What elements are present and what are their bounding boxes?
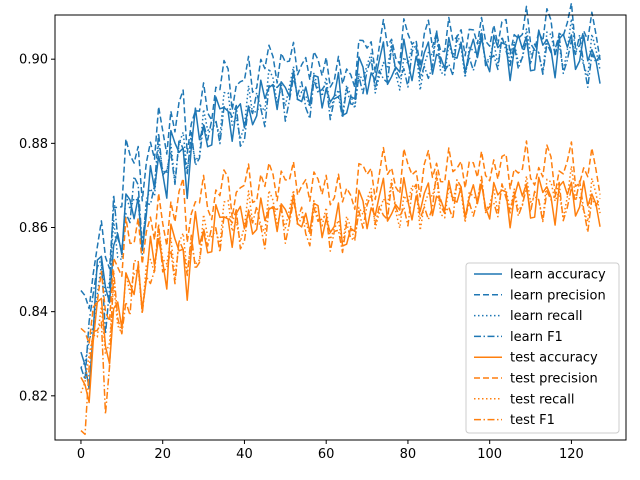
y-tick-label: 0.86 bbox=[19, 221, 48, 236]
y-tick-label: 0.84 bbox=[19, 305, 48, 320]
legend: learn accuracy learn precision learn recal… bbox=[465, 262, 620, 434]
legend-label-learn-accuracy: learn accuracy bbox=[510, 268, 606, 283]
series-layer bbox=[80, 2, 601, 436]
x-axis: 0 20 40 60 80 100 120 bbox=[77, 440, 584, 462]
series-line-learn-accuracy bbox=[80, 29, 601, 390]
legend-label-test-precision: test precision bbox=[510, 372, 598, 387]
series-line-test-precision bbox=[80, 140, 601, 345]
legend-label-test-recall: test recall bbox=[510, 392, 575, 407]
series-line-test-accuracy bbox=[80, 176, 601, 404]
series-line-test-f1 bbox=[80, 171, 601, 436]
legend-label-learn-recall: learn recall bbox=[510, 309, 582, 324]
legend-label-test-accuracy: test accuracy bbox=[510, 351, 598, 366]
legend-box bbox=[465, 262, 620, 434]
legend-label-learn-precision: learn precision bbox=[510, 288, 606, 303]
x-tick-label: 60 bbox=[318, 447, 335, 462]
x-tick-label: 0 bbox=[77, 447, 85, 462]
y-tick-label: 0.82 bbox=[19, 389, 48, 404]
x-tick-label: 120 bbox=[559, 447, 584, 462]
y-tick-label: 0.90 bbox=[19, 53, 48, 68]
series-line-learn-f1 bbox=[80, 29, 601, 381]
x-tick-label: 80 bbox=[400, 447, 417, 462]
legend-label-learn-f1: learn F1 bbox=[510, 330, 563, 345]
legend-label-test-f1: test F1 bbox=[510, 413, 555, 428]
y-tick-label: 0.88 bbox=[19, 137, 48, 152]
x-tick-label: 100 bbox=[477, 447, 502, 462]
series-line-learn-recall bbox=[80, 18, 601, 369]
series-line-learn-precision bbox=[80, 2, 601, 310]
x-tick-label: 40 bbox=[236, 447, 253, 462]
x-tick-label: 20 bbox=[154, 447, 171, 462]
y-axis: 0.82 0.84 0.86 0.88 0.90 bbox=[19, 53, 55, 404]
series-line-test-recall bbox=[80, 165, 601, 394]
